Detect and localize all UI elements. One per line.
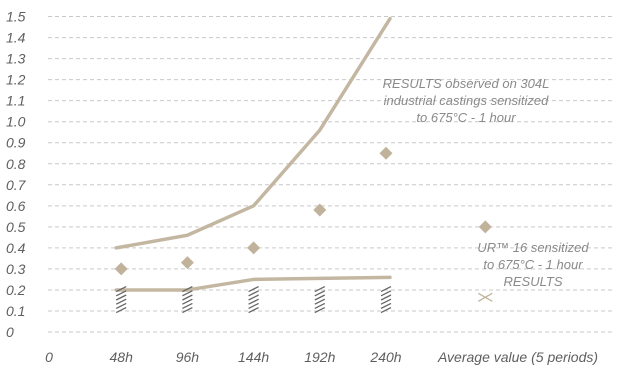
x-tick-label: 0 [45,349,53,365]
cross-stroke [477,292,493,302]
hatch-stroke [314,294,326,301]
hatch-point [182,286,193,314]
hatch-stroke [182,302,193,309]
annotation-1: RESULTS observed on 304L industrial casti… [383,76,550,125]
x-tick-label: 96h [176,349,200,365]
hatch-stroke [380,302,392,309]
diamond-point [114,262,128,276]
diamond-point [313,203,327,217]
cross-point [477,292,493,302]
y-axis-ticks: 0 0.1 0.2 0.3 0.4 0.5 0.6 0.7 0.8 0.9 1.0 1.1 1.2 1.3… [6,9,27,340]
hatch-stroke [248,290,259,297]
y-tick-label: 0.7 [6,177,27,193]
y-tick-label: 1.5 [6,9,26,25]
y-tick-label: 0.2 [6,282,26,298]
hatch-point [115,286,127,314]
annotation-line: industrial castings sensitized [384,93,550,108]
x-tick-label: 192h [304,349,335,365]
diamond-point [478,220,492,234]
annotations: RESULTS observed on 304L industrial casti… [383,76,590,289]
hatch-stroke [380,286,392,293]
x-tick-label: 240h [369,349,401,365]
hatch-stroke [115,290,127,297]
y-tick-label: 1.0 [6,114,26,130]
annotation-2: UR™ 16 sensitized to 675°C - 1 hour RESULT… [477,240,589,289]
hatch-stroke [182,286,193,293]
annotation-line: RESULTS observed on 304L [383,76,550,91]
annotation-line: RESULTS [504,274,563,289]
x-tick-label: 144h [238,349,269,365]
x-tick-label: Average value (5 periods) [437,349,598,365]
series-lines [114,16,392,292]
hatch-stroke [314,298,326,305]
series-line-2 [114,275,392,292]
hatch-stroke [380,294,392,301]
hatch-stroke [248,307,259,314]
hatch-point [248,286,259,314]
hatch-stroke [115,298,127,305]
y-tick-label: 1.1 [6,93,25,109]
hatch-stroke [182,294,193,301]
grid-lines [48,16,612,333]
y-tick-label: 0.4 [6,240,26,256]
annotation-line: to 675°C - 1 hour [416,110,516,125]
hatch-stroke [115,307,127,314]
hatch-stroke [380,290,392,297]
hatch-stroke [182,298,193,305]
hatch-stroke [248,294,259,301]
y-tick-label: 1.4 [6,30,26,46]
hatch-stroke [115,294,127,301]
diamond-point [379,146,393,160]
series-line-1 [114,16,392,250]
y-tick-label: 0.5 [6,219,26,235]
y-tick-label: 1.3 [6,51,26,67]
diamond-point [247,241,261,255]
annotation-line: UR™ 16 sensitized [477,240,589,255]
hatch-stroke [380,298,392,305]
hatch-stroke [314,307,326,314]
y-tick-label: 0.3 [6,261,26,277]
hatch-stroke [248,286,259,293]
hatch-stroke [115,302,127,309]
y-tick-label: 0.1 [6,303,25,319]
series-markers [114,146,493,314]
annotation-line: to 675°C - 1 hour [483,257,583,272]
hatch-stroke [314,286,326,293]
hatch-stroke [380,307,392,314]
hatch-point [314,286,326,314]
hatch-stroke [248,298,259,305]
hatch-point [380,286,392,314]
x-tick-label: 48h [110,349,134,365]
hatch-stroke [182,307,193,314]
hatch-stroke [115,286,127,293]
diamond-point [180,256,194,270]
y-tick-label: 0.9 [6,135,26,151]
y-tick-label: 0 [6,324,14,340]
y-tick-label: 0.8 [6,156,26,172]
hatch-stroke [314,302,326,309]
hatch-stroke [182,290,193,297]
y-tick-label: 1.2 [6,72,26,88]
hatch-stroke [248,302,259,309]
y-tick-label: 0.6 [6,198,26,214]
x-axis-ticks: 0 48h 96h 144h 192h 240h Average value (5 peri… [45,349,598,365]
hatch-stroke [314,290,326,297]
